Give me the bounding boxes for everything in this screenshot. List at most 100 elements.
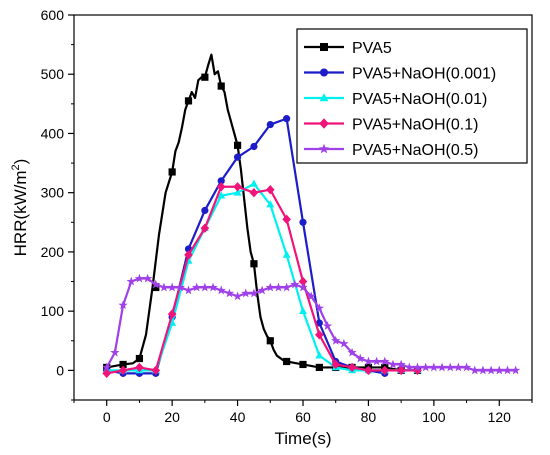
data-point <box>152 283 160 292</box>
data-point <box>266 200 275 208</box>
data-point <box>216 285 226 295</box>
data-point <box>102 368 112 379</box>
data-point <box>266 120 274 129</box>
x-tick-label: 120 <box>488 409 512 425</box>
data-point <box>396 359 406 369</box>
data-point <box>224 288 235 298</box>
data-point <box>315 363 323 372</box>
data-point <box>119 360 127 369</box>
data-point <box>118 300 128 310</box>
data-point <box>192 282 202 292</box>
data-point <box>315 319 323 327</box>
data-point <box>110 347 120 357</box>
legend-item: PVA5 <box>304 40 392 57</box>
data-point <box>102 362 112 372</box>
data-point <box>266 337 274 345</box>
legend: PVA5 PVA5+NaOH(0.001) PVA5+NaOH(0.01) PVA5+… <box>296 28 528 164</box>
data-point <box>380 365 390 376</box>
y-axis-title-suffix: ) <box>11 159 30 165</box>
series-3 <box>102 179 422 374</box>
data-point <box>217 191 226 199</box>
data-point <box>135 362 144 373</box>
data-point <box>265 185 275 195</box>
data-point <box>151 365 161 376</box>
data-point <box>306 291 316 301</box>
y-tick-label: 100 <box>41 303 65 319</box>
series-5 <box>102 273 521 375</box>
legend-swatch-marker <box>320 68 328 77</box>
data-point <box>233 188 242 196</box>
legend-label: PVA5+NaOH(0.001) <box>352 66 496 83</box>
y-axis-title-superscript: 2 <box>10 164 22 170</box>
data-point <box>412 362 423 372</box>
legend-swatch-marker <box>319 93 329 102</box>
data-point <box>184 97 193 105</box>
x-tick-label: 40 <box>230 409 246 425</box>
y-axis-title: HRR(kW/m2) <box>10 159 31 257</box>
legend-swatch-marker <box>318 143 330 154</box>
x-axis-title: Time(s) <box>275 429 332 448</box>
data-point <box>151 279 161 289</box>
data-point <box>470 365 480 375</box>
y-tick-label: 500 <box>41 66 65 82</box>
x-tick-label: 80 <box>361 409 377 425</box>
legend-box <box>296 28 528 164</box>
data-point <box>396 365 406 376</box>
legend-item: PVA5+NaOH(0.01) <box>304 91 487 108</box>
data-point <box>299 218 307 226</box>
x-tick-label: 0 <box>103 409 111 425</box>
legend-label: PVA5+NaOH(0.01) <box>352 91 487 108</box>
series-layer <box>102 53 521 379</box>
data-point <box>502 365 513 375</box>
data-point <box>282 250 291 258</box>
data-point <box>282 214 291 225</box>
data-point <box>283 357 291 366</box>
legend-swatch-marker <box>319 118 329 129</box>
data-point <box>265 282 275 292</box>
data-point <box>298 276 308 287</box>
data-point <box>118 365 128 376</box>
data-point <box>363 356 374 366</box>
legend-item: PVA5+NaOH(0.1) <box>304 117 478 134</box>
data-point <box>494 365 504 375</box>
data-point <box>201 73 209 81</box>
data-point <box>299 360 307 369</box>
data-point <box>347 362 357 373</box>
data-point <box>445 362 455 372</box>
x-tick-label: 60 <box>295 409 311 425</box>
y-axis-title-main: HRR(kW/m <box>11 170 30 256</box>
data-point <box>315 330 324 340</box>
axis-ticks: 0 20 40 60 80 100 120 0 100 200 300 400 500 600 <box>41 7 533 425</box>
data-point <box>167 282 177 292</box>
data-point <box>208 282 218 292</box>
data-point <box>201 206 209 215</box>
data-point <box>421 362 431 372</box>
data-point <box>355 353 365 363</box>
data-point <box>314 303 324 313</box>
data-point <box>290 279 300 289</box>
data-point <box>315 351 324 359</box>
data-point <box>142 273 153 283</box>
legend-item: PVA5+NaOH(0.001) <box>304 66 496 83</box>
data-point <box>437 362 447 372</box>
data-point <box>250 142 258 151</box>
data-point <box>347 347 357 357</box>
data-point <box>478 365 488 375</box>
data-point <box>322 321 333 330</box>
data-point <box>273 282 284 292</box>
data-point <box>216 182 226 192</box>
y-tick-label: 200 <box>41 244 65 260</box>
data-point <box>257 285 267 295</box>
data-point <box>429 362 439 372</box>
data-point <box>249 188 259 198</box>
data-point <box>282 282 292 292</box>
y-tick-label: 0 <box>56 362 64 378</box>
data-point <box>404 362 414 372</box>
legend-item: PVA5+NaOH(0.5) <box>304 142 478 159</box>
data-point <box>249 179 258 187</box>
x-tick-label: 100 <box>422 409 446 425</box>
data-point <box>283 115 291 123</box>
legend-label: PVA5 <box>352 40 392 57</box>
x-tick-label: 20 <box>164 409 180 425</box>
data-point <box>388 359 398 369</box>
